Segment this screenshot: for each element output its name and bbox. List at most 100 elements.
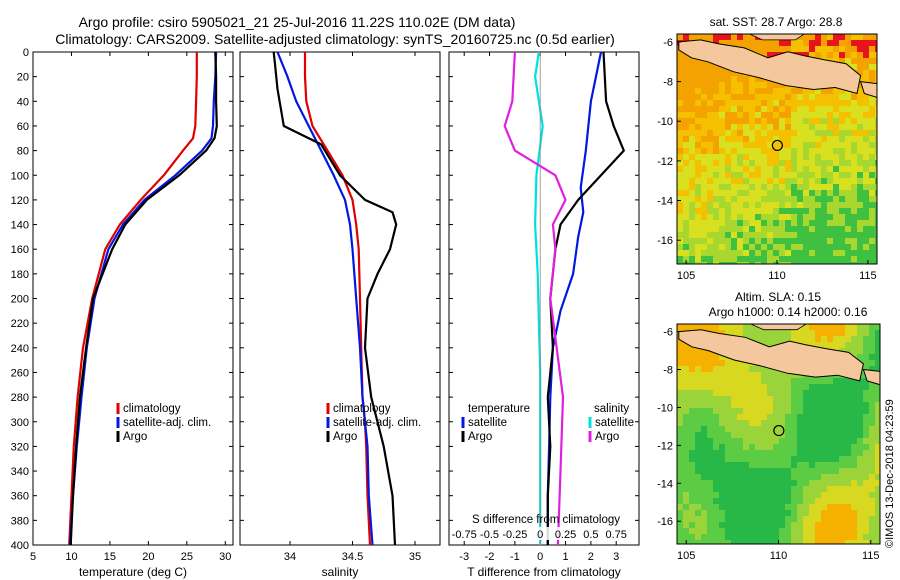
- map-cell: [827, 456, 834, 463]
- map-cell: [701, 480, 708, 487]
- map-cell: [821, 46, 828, 53]
- map-cell: [767, 366, 774, 373]
- map-cell: [803, 396, 810, 403]
- map-cell: [719, 324, 726, 331]
- map-cell: [725, 534, 732, 541]
- map-cell: [713, 112, 720, 119]
- map-cell: [761, 154, 768, 161]
- map-cell: [719, 372, 726, 379]
- diff-s-tick-bg: [476, 527, 503, 540]
- map-cell: [731, 390, 738, 397]
- map-cell: [749, 330, 756, 337]
- map-cell: [695, 244, 702, 251]
- map-cell: [791, 414, 798, 421]
- map-cell: [683, 456, 690, 463]
- map-cell: [707, 208, 714, 215]
- bali-land: [862, 368, 880, 386]
- map-cell: [743, 432, 750, 439]
- map-cell: [797, 184, 804, 191]
- map-cell: [749, 438, 756, 445]
- map-cell: [701, 196, 708, 203]
- map-cell: [809, 190, 816, 197]
- map-cell: [755, 154, 762, 161]
- map-cell: [839, 250, 846, 257]
- map-cell: [707, 414, 714, 421]
- map-cell: [833, 462, 840, 469]
- map-cell: [779, 426, 786, 433]
- map-cell: [803, 196, 810, 203]
- map-cell: [857, 510, 864, 517]
- map-cell: [701, 256, 708, 263]
- map-cell: [827, 94, 834, 101]
- map-cell: [767, 238, 774, 245]
- map-cell: [815, 438, 822, 445]
- map-cell: [731, 324, 738, 331]
- map-cell: [725, 118, 732, 125]
- map-cell: [779, 184, 786, 191]
- map-cell: [869, 118, 876, 125]
- map-cell: [803, 256, 810, 263]
- map-cell: [797, 534, 804, 541]
- map-cell: [815, 540, 822, 544]
- map-cell: [875, 118, 877, 125]
- map-cell: [755, 88, 762, 95]
- map-cell: [689, 88, 696, 95]
- map-cell: [701, 232, 708, 239]
- map-cell: [761, 100, 768, 107]
- map-cell: [683, 172, 690, 179]
- map-cell: [743, 232, 750, 239]
- map-cell: [857, 52, 864, 59]
- map-cell: [749, 262, 756, 264]
- map-cell: [767, 220, 774, 227]
- map-cell: [827, 426, 834, 433]
- map-cell: [695, 262, 702, 264]
- map-cell: [785, 426, 792, 433]
- map-cell: [797, 160, 804, 167]
- map-cell: [761, 396, 768, 403]
- map-cell: [791, 540, 798, 544]
- map-cell: [713, 360, 720, 367]
- map-cell: [755, 256, 762, 263]
- map-cell: [695, 238, 702, 245]
- map-cell: [731, 160, 738, 167]
- map-cell: [869, 52, 876, 59]
- map-cell: [743, 190, 750, 197]
- map-cell: [875, 232, 877, 239]
- map-cell: [863, 450, 870, 457]
- map-cell: [845, 336, 852, 343]
- map-cell: [689, 112, 696, 119]
- map-cell: [743, 456, 750, 463]
- map-cell: [749, 492, 756, 499]
- map-cell: [695, 462, 702, 469]
- map-cell: [833, 136, 840, 143]
- map-cell: [755, 522, 762, 529]
- map-cell: [683, 348, 690, 355]
- map-cell: [863, 52, 870, 59]
- map-cell: [815, 226, 822, 233]
- map-cell: [767, 208, 774, 215]
- map-cell: [857, 160, 864, 167]
- map-cell: [845, 348, 852, 355]
- map-cell: [677, 474, 684, 481]
- map-cell: [695, 528, 702, 535]
- bali-land: [859, 81, 877, 98]
- map-cell: [773, 378, 780, 385]
- y-tick-label: 360: [11, 491, 29, 503]
- map-cell: [695, 136, 702, 143]
- map-cell: [743, 148, 750, 155]
- map-cell: [713, 124, 720, 131]
- x-tick-label: 34: [284, 551, 296, 563]
- map-cell: [869, 336, 876, 343]
- map-cell: [773, 480, 780, 487]
- map-cell: [713, 372, 720, 379]
- map-cell: [869, 124, 876, 131]
- map-cell: [869, 438, 876, 445]
- map-cell: [839, 438, 846, 445]
- map-cell: [827, 438, 834, 445]
- map-cell: [755, 130, 762, 137]
- map-cell: [845, 528, 852, 535]
- map-cell: [869, 534, 876, 541]
- map-cell: [779, 214, 786, 221]
- map-cell: [821, 184, 828, 191]
- map-cell: [719, 534, 726, 541]
